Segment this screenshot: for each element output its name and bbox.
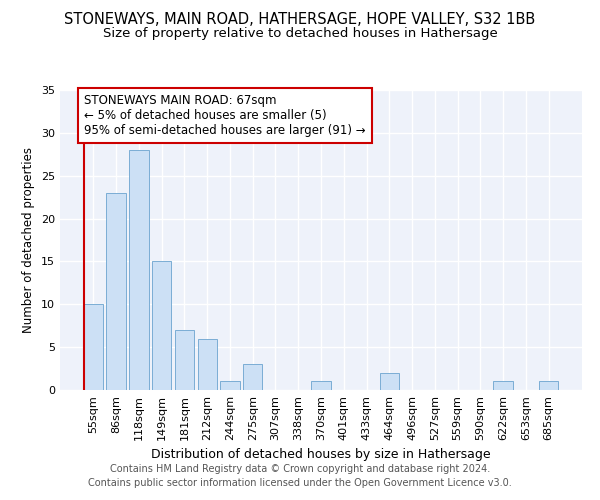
Bar xyxy=(493,382,513,390)
Text: STONEWAYS MAIN ROAD: 67sqm
← 5% of detached houses are smaller (5)
95% of semi-d: STONEWAYS MAIN ROAD: 67sqm ← 5% of detac… xyxy=(84,94,366,138)
Bar xyxy=(197,338,217,390)
Y-axis label: Number of detached properties: Number of detached properties xyxy=(22,147,35,333)
Bar xyxy=(175,330,194,390)
Bar xyxy=(311,382,331,390)
Bar xyxy=(106,193,126,390)
X-axis label: Distribution of detached houses by size in Hathersage: Distribution of detached houses by size … xyxy=(151,448,491,462)
Bar xyxy=(220,382,239,390)
Bar xyxy=(380,373,399,390)
Text: Size of property relative to detached houses in Hathersage: Size of property relative to detached ho… xyxy=(103,28,497,40)
Bar xyxy=(152,262,172,390)
Text: Contains HM Land Registry data © Crown copyright and database right 2024.
Contai: Contains HM Land Registry data © Crown c… xyxy=(88,464,512,487)
Bar xyxy=(539,382,558,390)
Bar xyxy=(84,304,103,390)
Text: STONEWAYS, MAIN ROAD, HATHERSAGE, HOPE VALLEY, S32 1BB: STONEWAYS, MAIN ROAD, HATHERSAGE, HOPE V… xyxy=(64,12,536,28)
Bar xyxy=(129,150,149,390)
Bar xyxy=(243,364,262,390)
